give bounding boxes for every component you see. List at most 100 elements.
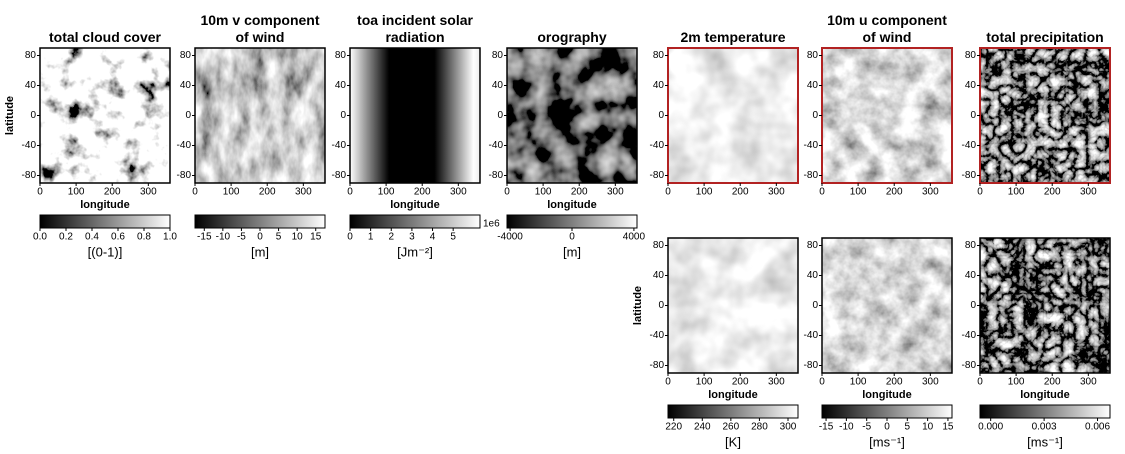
y-tick-label: 80: [807, 240, 819, 251]
y-tick-label: 80: [965, 240, 977, 251]
x-tick-label: 200: [414, 187, 431, 198]
colorbar-tick-label: 5: [276, 232, 282, 243]
x-tick-label: 200: [259, 187, 276, 198]
x-tick-label: 0: [665, 187, 671, 198]
x-tick-label: 0: [347, 187, 353, 198]
y-tick-label: -40: [962, 140, 977, 151]
y-tick-label: -80: [962, 360, 977, 371]
x-tick-label: 300: [1080, 377, 1097, 388]
colorbar-label: [(0-1)]: [88, 244, 123, 259]
panel-title: orography: [497, 0, 647, 46]
heatmap-image: [822, 238, 952, 373]
x-tick-label: 200: [571, 187, 588, 198]
y-tick-label: 40: [965, 270, 977, 281]
colorbar-tick-label: -15: [819, 422, 834, 433]
y-tick-label: -40: [332, 140, 347, 151]
heatmap-image: [195, 48, 325, 183]
panel-title: 10m v component of wind: [198, 0, 323, 46]
colorbar-label: [m]: [563, 244, 581, 259]
x-tick-label: 300: [607, 187, 624, 198]
colorbar-tick-label: 2: [388, 232, 394, 243]
y-tick-label: 0: [658, 300, 664, 311]
y-tick-label: 80: [807, 50, 819, 61]
colorbar-offset: 1e6: [483, 219, 500, 230]
colorbar-tick-label: 0.0: [33, 232, 47, 243]
x-tick-label: 100: [850, 187, 867, 198]
y-tick-label: 40: [807, 80, 819, 91]
colorbar-tick-label: 3: [409, 232, 415, 243]
x-tick-label: 0: [192, 187, 198, 198]
y-tick-label: 0: [340, 110, 346, 121]
y-tick-label: 80: [180, 50, 192, 61]
x-tick-label: 100: [1008, 377, 1025, 388]
x-axis-label: longitude: [547, 199, 597, 211]
x-tick-label: 300: [922, 377, 939, 388]
colorbar-tick-label: 4000: [623, 232, 646, 243]
colorbar-tick-label: 280: [751, 422, 768, 433]
y-axis-label: latitude: [4, 96, 16, 135]
colorbar-tick-label: 0.006: [1085, 422, 1110, 433]
colorbar-tick-label: 10: [292, 232, 304, 243]
y-tick-label: -80: [804, 360, 819, 371]
colorbar-tick-label: 0.003: [1032, 422, 1057, 433]
y-tick-label: -40: [489, 140, 504, 151]
y-tick-label: -80: [22, 170, 37, 181]
y-tick-label: -80: [650, 360, 665, 371]
x-tick-label: 200: [1044, 187, 1061, 198]
colorbar-tick-label: 300: [780, 422, 797, 433]
panel-title: 2m temperature: [658, 0, 808, 46]
y-tick-label: 80: [335, 50, 347, 61]
colorbar-tick-label: -10: [216, 232, 231, 243]
figure: 0100200300-80-4004080longitudelatitude0.…: [0, 0, 1125, 454]
colorbar-tick-label: 10: [922, 422, 934, 433]
colorbar: [507, 215, 637, 228]
x-tick-label: 200: [886, 377, 903, 388]
colorbar: [980, 405, 1110, 418]
panel-title: total precipitation: [970, 0, 1120, 46]
x-tick-label: 0: [819, 377, 825, 388]
colorbar-tick-label: -5: [862, 422, 871, 433]
x-tick-label: 200: [886, 187, 903, 198]
heatmap-image: [40, 48, 170, 183]
panel-title: total cloud cover: [30, 0, 180, 46]
y-tick-label: -40: [650, 330, 665, 341]
heatmap-image: [668, 238, 798, 373]
colorbar-tick-label: 260: [723, 422, 740, 433]
x-tick-label: 300: [140, 187, 157, 198]
x-axis-label: longitude: [708, 389, 758, 401]
y-tick-label: 80: [492, 50, 504, 61]
y-tick-label: 0: [970, 110, 976, 121]
x-tick-label: 0: [819, 187, 825, 198]
colorbar-label: [Jm⁻²]: [397, 244, 433, 259]
heatmap-image: [668, 48, 798, 183]
colorbar-tick-label: -5: [237, 232, 246, 243]
y-tick-label: 0: [812, 110, 818, 121]
colorbar-tick-label: 5: [905, 422, 911, 433]
x-tick-label: 200: [1044, 377, 1061, 388]
y-tick-label: 40: [180, 80, 192, 91]
colorbar-tick-label: 0.2: [59, 232, 73, 243]
colorbar-tick-label: 0.6: [111, 232, 125, 243]
y-tick-label: 40: [807, 270, 819, 281]
x-axis-label: longitude: [390, 199, 440, 211]
x-tick-label: 0: [504, 187, 510, 198]
colorbar-label: [ms⁻¹]: [869, 434, 905, 449]
colorbar-label: [ms⁻¹]: [1027, 434, 1063, 449]
x-tick-label: 100: [68, 187, 85, 198]
y-tick-label: 80: [965, 50, 977, 61]
x-axis-label: longitude: [1020, 389, 1070, 401]
y-tick-label: 0: [812, 300, 818, 311]
colorbar-tick-label: 0.8: [137, 232, 151, 243]
y-tick-label: -80: [489, 170, 504, 181]
colorbar-tick-label: 0: [884, 422, 890, 433]
colorbar-tick-label: 240: [694, 422, 711, 433]
y-tick-label: 80: [653, 50, 665, 61]
colorbar-tick-label: -15: [197, 232, 212, 243]
y-tick-label: 40: [965, 80, 977, 91]
y-tick-label: 40: [653, 80, 665, 91]
x-tick-label: 0: [665, 377, 671, 388]
y-tick-label: 40: [492, 80, 504, 91]
x-tick-label: 300: [768, 377, 785, 388]
y-tick-label: 0: [970, 300, 976, 311]
y-tick-label: 0: [497, 110, 503, 121]
